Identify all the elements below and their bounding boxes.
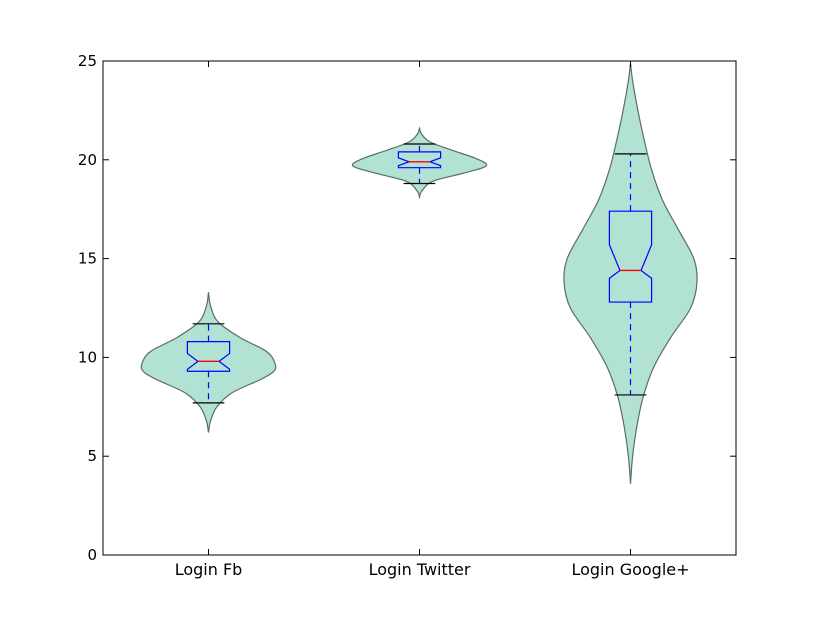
boxes-layer	[186, 143, 653, 404]
violin-login-fb	[140, 292, 277, 433]
y-axis: 0 5 10 15 20 25	[78, 52, 736, 564]
y-tick-label-10: 10	[78, 348, 97, 366]
y-tick-label-15: 15	[78, 250, 97, 268]
y-tick-label-0: 0	[87, 546, 97, 564]
x-axis: Login Fb Login Twitter Login Google+	[175, 61, 690, 579]
box-login-google	[608, 210, 653, 303]
violin-login-google	[563, 62, 698, 484]
x-tick-label-login-google: Login Google+	[571, 560, 689, 579]
x-tick-label-login-twitter: Login Twitter	[369, 560, 471, 579]
box-login-twitter	[397, 151, 442, 169]
violins-layer	[140, 62, 698, 484]
violin-login-twitter	[351, 126, 488, 200]
y-tick-label-25: 25	[78, 52, 97, 70]
x-tick-label-login-fb: Login Fb	[175, 560, 243, 579]
y-tick-label-5: 5	[87, 447, 97, 465]
y-tick-label-20: 20	[78, 151, 97, 169]
box-login-fb	[186, 340, 231, 372]
